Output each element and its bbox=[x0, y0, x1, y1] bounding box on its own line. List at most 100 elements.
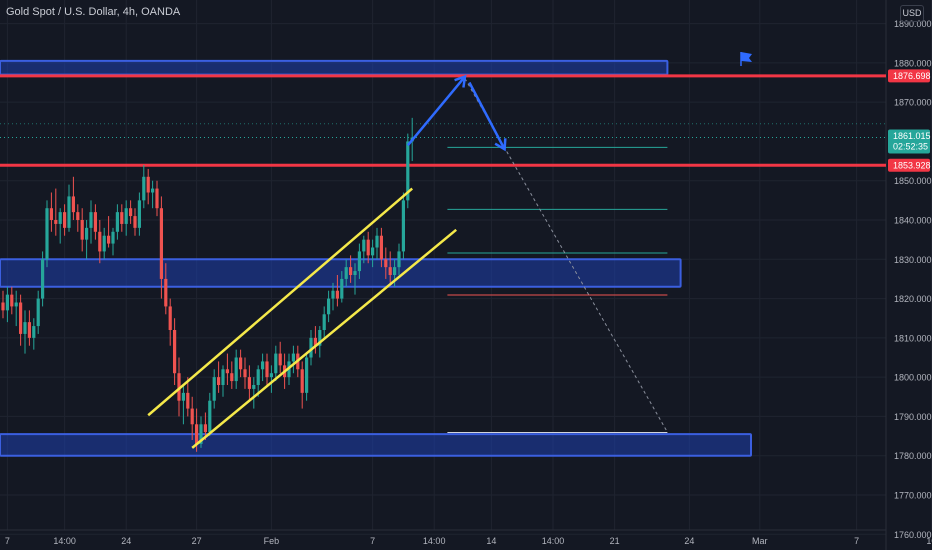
candle-body-42 bbox=[186, 392, 190, 409]
y-tick-label-11: 1770.000 bbox=[894, 491, 932, 501]
candle-body-41 bbox=[181, 392, 185, 401]
x-tick-label-3: 27 bbox=[192, 536, 202, 546]
candle-body-13 bbox=[58, 212, 62, 224]
x-tick-label-0: 7 bbox=[5, 536, 10, 546]
candle-body-82 bbox=[362, 239, 366, 252]
x-tick-label-11: Mar bbox=[752, 536, 768, 546]
y-tick-label-9: 1790.000 bbox=[894, 412, 932, 422]
price-label-1: 1861.015 bbox=[893, 131, 931, 141]
candle-body-50 bbox=[221, 369, 225, 385]
support-resistance-zones bbox=[0, 59, 752, 457]
candle-body-37 bbox=[164, 278, 168, 307]
candle-body-77 bbox=[340, 278, 344, 299]
flag-icon[interactable] bbox=[740, 52, 752, 66]
candle-body-20 bbox=[89, 212, 93, 228]
y-tick-label-2: 1870.000 bbox=[894, 98, 932, 108]
candle-body-87 bbox=[384, 259, 388, 268]
support-zone-0 bbox=[0, 59, 669, 76]
time-axis: 7 14:00 24 27 Feb 7 14:00 14 14:00 21 24 Mar 7 10 bbox=[5, 536, 932, 546]
candle-body-76 bbox=[335, 290, 339, 299]
candle-body-16 bbox=[71, 196, 75, 213]
candle-body-86 bbox=[379, 235, 383, 260]
y-tick-label-8: 1800.000 bbox=[894, 373, 932, 383]
x-tick-label-6: 14:00 bbox=[423, 536, 446, 546]
candle-body-68 bbox=[300, 369, 304, 393]
candle-body-22 bbox=[98, 231, 102, 252]
candle-body-70 bbox=[309, 337, 313, 358]
candle-body-25 bbox=[111, 231, 115, 244]
candle-body-3 bbox=[14, 302, 18, 307]
x-tick-label-2: 24 bbox=[121, 536, 131, 546]
candle-body-2 bbox=[10, 294, 14, 307]
horizontal-levels bbox=[0, 74, 886, 434]
candle-body-40 bbox=[177, 373, 181, 401]
candle-body-45 bbox=[199, 424, 203, 444]
price-label-bg-2 bbox=[888, 158, 930, 172]
candle-body-9 bbox=[41, 259, 45, 299]
candle-body-30 bbox=[133, 216, 137, 228]
arrow-down-segment bbox=[468, 81, 506, 150]
candle-body-38 bbox=[168, 306, 172, 330]
x-tick-label-4: Feb bbox=[264, 536, 280, 546]
candle-body-91 bbox=[401, 200, 405, 252]
candle-body-81 bbox=[357, 251, 361, 272]
x-tick-label-8: 14:00 bbox=[542, 536, 565, 546]
candle-body-61 bbox=[269, 373, 273, 378]
candle-body-72 bbox=[318, 330, 322, 346]
x-tick-label-1: 14:00 bbox=[53, 536, 76, 546]
candle-body-60 bbox=[265, 361, 269, 378]
candle-body-71 bbox=[313, 337, 317, 346]
candle-body-62 bbox=[274, 353, 278, 374]
trend-drawings bbox=[147, 74, 668, 449]
y-tick-label-12: 1760.000 bbox=[894, 530, 932, 540]
candle-body-57 bbox=[252, 385, 256, 389]
candle-body-8 bbox=[36, 298, 40, 327]
x-tick-label-7: 14 bbox=[486, 536, 496, 546]
channel-line-1 bbox=[191, 228, 457, 449]
candle-body-36 bbox=[159, 208, 163, 279]
candle-body-66 bbox=[291, 353, 295, 362]
arrow-down-head bbox=[494, 138, 507, 152]
price-label-2: 1853.928 bbox=[893, 160, 931, 170]
candle-body-53 bbox=[234, 357, 238, 382]
currency-button[interactable]: USD bbox=[900, 5, 924, 22]
candle-body-75 bbox=[331, 290, 335, 299]
x-tick-label-9: 21 bbox=[610, 536, 620, 546]
candle-body-90 bbox=[397, 251, 401, 268]
candle-body-92 bbox=[406, 141, 410, 201]
candle-body-29 bbox=[129, 208, 133, 217]
candle-body-28 bbox=[124, 208, 128, 224]
candle-body-47 bbox=[208, 400, 212, 433]
candle-body-23 bbox=[102, 235, 106, 252]
candle-body-46 bbox=[203, 424, 207, 433]
y-tick-label-1: 1880.000 bbox=[894, 58, 932, 68]
candle-body-6 bbox=[27, 322, 31, 338]
y-tick-label-7: 1810.000 bbox=[894, 333, 932, 343]
x-tick-label-10: 24 bbox=[684, 536, 694, 546]
candle-body-31 bbox=[137, 200, 141, 228]
y-tick-label-4: 1840.000 bbox=[894, 216, 932, 226]
candle-body-11 bbox=[49, 208, 53, 220]
candle-body-48 bbox=[212, 377, 216, 401]
candle-body-59 bbox=[261, 361, 265, 370]
y-tick-label-5: 1830.000 bbox=[894, 255, 932, 265]
arrow-up-head bbox=[454, 74, 467, 88]
candle-body-27 bbox=[120, 212, 124, 224]
candle-body-0 bbox=[1, 302, 5, 311]
y-tick-label-0: 1890.000 bbox=[894, 19, 932, 29]
candle-body-18 bbox=[80, 220, 84, 240]
candle-body-63 bbox=[278, 353, 282, 366]
candle-body-10 bbox=[45, 208, 49, 260]
candle-body-58 bbox=[256, 369, 260, 385]
candle-body-4 bbox=[19, 302, 23, 334]
candle-body-54 bbox=[239, 357, 243, 370]
price-label-0: 1876.698 bbox=[893, 71, 931, 81]
candle-body-78 bbox=[344, 267, 348, 279]
support-zone-2 bbox=[0, 433, 752, 457]
candle-body-83 bbox=[366, 239, 370, 256]
candle-body-17 bbox=[76, 212, 80, 220]
arrow-up-segment bbox=[406, 75, 466, 147]
candle-body-1 bbox=[5, 294, 9, 311]
candle-body-19 bbox=[85, 227, 89, 240]
